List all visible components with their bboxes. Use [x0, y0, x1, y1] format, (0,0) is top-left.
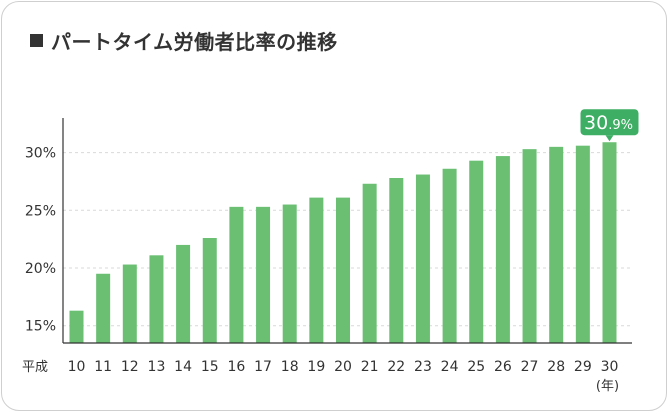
title-square-icon	[30, 34, 43, 47]
x-tick-label: 19	[307, 359, 325, 375]
x-tick-label: 20	[334, 359, 352, 375]
bar	[256, 206, 271, 343]
x-tick-label: 17	[254, 359, 272, 375]
bar	[389, 178, 404, 343]
x-tick-label: 25	[467, 359, 485, 375]
x-tick-label: 29	[574, 359, 592, 375]
chart-title-text: パートタイム労働者比率の推移	[51, 30, 338, 54]
bar	[309, 197, 324, 343]
bar	[575, 145, 590, 343]
bar	[202, 238, 217, 343]
bar	[149, 255, 164, 343]
x-tick-label: 15	[201, 359, 219, 375]
y-tick-label: 25%	[25, 203, 56, 219]
callout-box	[580, 109, 639, 136]
bar	[96, 273, 111, 343]
x-tick-label: 10	[68, 359, 86, 375]
x-tick-label: 26	[494, 359, 512, 375]
bar	[549, 146, 564, 343]
x-era-label: 平成	[22, 360, 48, 375]
bar	[442, 168, 457, 343]
bar	[522, 149, 537, 343]
x-tick-label: 23	[414, 359, 432, 375]
bar	[176, 244, 191, 343]
bar	[415, 174, 430, 343]
callout-label: 30.9%	[584, 112, 633, 134]
x-tick-label: 13	[148, 359, 166, 375]
bar	[229, 206, 244, 343]
bar	[469, 160, 484, 343]
x-tick-label: 28	[547, 359, 565, 375]
y-tick-label: 30%	[25, 146, 56, 162]
bar	[69, 310, 84, 343]
x-unit-label: (年)	[596, 379, 619, 394]
x-tick-label: 21	[361, 359, 379, 375]
chart-title: パートタイム労働者比率の推移	[30, 26, 338, 55]
x-tick-label: 16	[227, 359, 245, 375]
callout-pointer	[605, 135, 614, 142]
x-tick-label: 11	[94, 359, 112, 375]
bar	[602, 142, 617, 343]
bar	[282, 204, 297, 343]
x-tick-label: 30	[601, 359, 619, 375]
bar	[122, 264, 137, 343]
x-tick-label: 14	[174, 359, 192, 375]
y-tick-label: 15%	[25, 319, 56, 335]
x-tick-label: 27	[521, 359, 539, 375]
bar	[362, 183, 377, 343]
x-tick-label: 18	[281, 359, 299, 375]
x-tick-label: 24	[441, 359, 459, 375]
x-tick-label: 12	[121, 359, 139, 375]
bar	[495, 156, 510, 343]
x-tick-label: 22	[387, 359, 405, 375]
bar	[336, 197, 350, 343]
y-tick-label: 20%	[25, 261, 56, 277]
